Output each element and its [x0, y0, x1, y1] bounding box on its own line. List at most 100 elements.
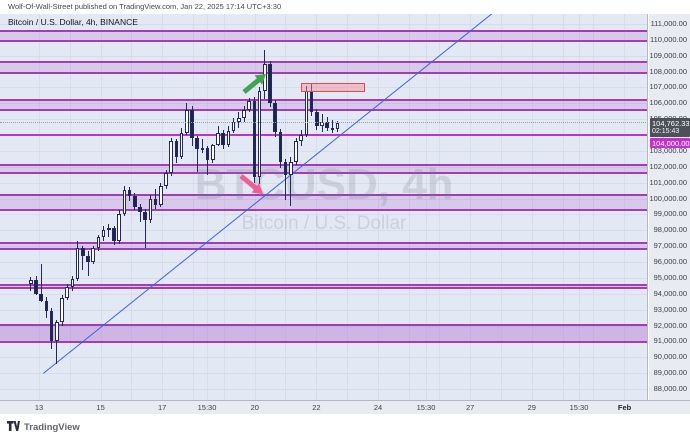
symbol-legend[interactable]: Bitcoin / U.S. Dollar, 4h, BINANCE: [8, 17, 138, 27]
time-axis-label: 15:30: [416, 403, 436, 412]
candle: [216, 132, 220, 145]
price-axis-label: 111,000.00: [650, 19, 687, 28]
candle-wick: [331, 120, 333, 134]
candle: [309, 90, 314, 113]
candle: [330, 127, 335, 130]
price-gridline: [0, 389, 647, 390]
supply-demand-zone[interactable]: [0, 60, 647, 74]
time-gridline: [100, 14, 102, 400]
candle: [44, 300, 49, 312]
time-gridline: [579, 14, 580, 400]
resistance-box[interactable]: [301, 83, 365, 92]
candle: [138, 207, 142, 213]
candle-wick: [201, 139, 203, 154]
candle: [315, 112, 319, 127]
time-axis-label: 24: [373, 403, 383, 412]
candle: [70, 278, 75, 288]
supply-demand-zone[interactable]: [0, 99, 647, 112]
price-gridline: [0, 214, 647, 216]
last-price-badge: 104,762.33 02:15:43: [650, 118, 690, 138]
candle: [299, 135, 303, 142]
supply-demand-zone[interactable]: [0, 193, 647, 212]
price-axis-label: 110,000.00: [650, 34, 687, 44]
price-axis-label: 92,000.00: [653, 320, 687, 330]
candle: [107, 227, 111, 230]
price-axis[interactable]: 111,000.00 110,000.00 109,000.00 108,000.00…: [649, 14, 690, 400]
candle: [169, 141, 173, 174]
candle: [211, 144, 215, 161]
bullish-arrow[interactable]: [242, 72, 268, 94]
time-gridline: [593, 14, 595, 400]
time-gridline: [347, 14, 348, 400]
price-gridline: [0, 24, 647, 25]
candle: [268, 63, 272, 104]
time-axis-label: 13: [34, 403, 44, 412]
candle: [29, 280, 33, 285]
price-gridline: [0, 246, 647, 248]
supply-demand-zone[interactable]: [0, 164, 647, 174]
candle-wick: [285, 158, 287, 201]
price-axis-label: 94,000.00: [653, 288, 687, 298]
candle: [247, 100, 251, 110]
candle-wick: [40, 263, 42, 302]
candle-wick: [290, 157, 292, 207]
chart-wrap: BTCUSD, 4h Bitcoin / U.S. Dollar Bitcoin…: [0, 14, 690, 400]
price-gridline: [0, 373, 647, 375]
time-axis-label: 15:30: [197, 403, 217, 412]
price-axis-label: 102,000.00: [649, 161, 687, 171]
candle: [34, 280, 38, 294]
price-axis-label: 88,000.00: [653, 384, 687, 393]
candle: [273, 103, 277, 132]
candle: [117, 213, 121, 242]
chart-canvas[interactable]: BTCUSD, 4h Bitcoin / U.S. Dollar Bitcoin…: [0, 14, 648, 400]
supply-demand-zone[interactable]: [0, 323, 647, 344]
alert-price-line[interactable]: [0, 134, 647, 136]
candle: [86, 256, 90, 263]
time-gridline: [223, 14, 225, 400]
supply-demand-zone[interactable]: [0, 242, 647, 251]
tradingview-logo-text: TradingView: [24, 421, 80, 432]
tradingview-logo[interactable]: TradingView: [7, 418, 80, 432]
candle-wick: [196, 135, 198, 173]
bearish-arrow[interactable]: [239, 174, 265, 196]
candle: [226, 131, 231, 145]
alert-price-badge: 104,000.00: [650, 137, 690, 148]
time-axis[interactable]: 13 15 17 15:30 20 22 24 15:30 27 29 15:30 Feb: [0, 400, 690, 414]
publish-text: Wolf-Of-Wall-Street published on Trading…: [8, 2, 282, 11]
candle: [55, 322, 59, 342]
candle: [278, 131, 283, 163]
watermark-title: Bitcoin / U.S. Dollar: [241, 213, 407, 234]
price-axis-label: 91,000.00: [653, 336, 687, 346]
price-axis-label: 100,000.00: [649, 193, 687, 203]
candle: [127, 189, 132, 197]
time-gridline: [501, 14, 502, 400]
candle: [112, 227, 116, 242]
price-gridline: [0, 325, 647, 327]
candle-wick: [82, 246, 84, 270]
last-price-value: 104,762.33: [652, 119, 690, 129]
candle: [294, 141, 298, 163]
candle-wick: [56, 319, 58, 364]
price-axis-label: 96,000.00: [653, 257, 687, 267]
time-gridline: [254, 14, 256, 400]
time-gridline: [624, 14, 626, 400]
candle: [205, 147, 210, 161]
price-gridline: [0, 119, 647, 121]
price-axis-label: 103,000.00: [649, 145, 687, 155]
time-gridline: [426, 14, 427, 400]
supply-demand-zone[interactable]: [0, 30, 647, 42]
candle: [231, 121, 236, 132]
price-gridline: [0, 87, 647, 89]
footer: TradingView: [0, 415, 690, 432]
candle: [289, 162, 293, 175]
time-gridline: [285, 14, 287, 400]
time-axis-label: 27: [466, 403, 475, 412]
candle: [39, 293, 43, 301]
price-gridline: [0, 198, 647, 200]
candle: [174, 141, 179, 157]
candle: [148, 199, 153, 220]
candle: [195, 138, 199, 150]
price-axis-label: 93,000.00: [653, 304, 687, 314]
supply-demand-zone[interactable]: [0, 283, 647, 290]
